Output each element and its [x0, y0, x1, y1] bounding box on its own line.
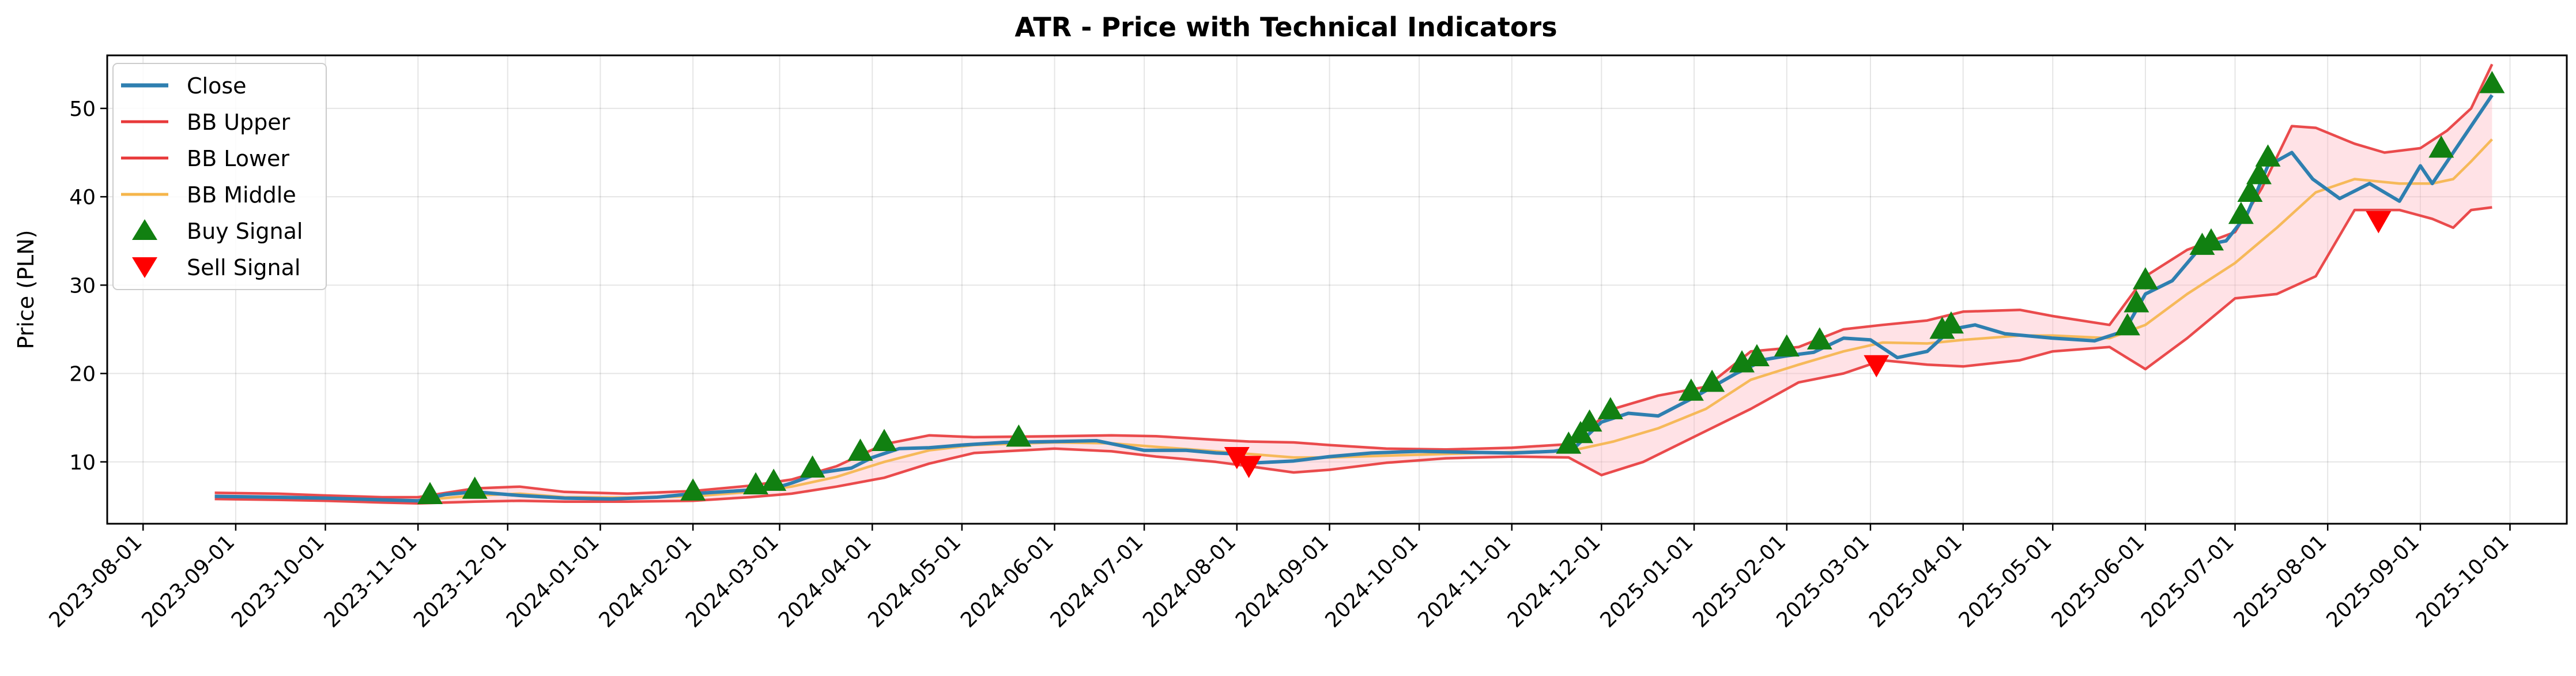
buy-signal-marker — [761, 468, 787, 491]
buy-signal-marker — [743, 472, 769, 495]
buy-signal-marker — [417, 482, 443, 504]
buy-signal-marker — [2198, 228, 2224, 251]
buy-signal-marker — [799, 455, 825, 478]
buy-signal-marker — [1576, 409, 1602, 432]
y-tick-label: 50 — [69, 97, 96, 121]
legend-label-bb-middle: BB Middle — [187, 182, 296, 208]
y-axis-label: Price (PLN) — [13, 230, 39, 350]
y-tick-label: 10 — [69, 451, 96, 475]
y-tick-label: 40 — [69, 186, 96, 209]
legend-label-sell-signal: Sell Signal — [187, 255, 300, 280]
buy-signal-marker — [1678, 378, 1704, 401]
buy-signal-marker — [1699, 369, 1725, 392]
buy-signal-marker — [2124, 290, 2149, 313]
sell-signal-marker — [2366, 211, 2392, 234]
buy-signal-marker — [2114, 313, 2140, 336]
buy-signal-marker — [2228, 201, 2254, 224]
buy-signal-marker — [847, 438, 873, 461]
buy-signal-marker — [2246, 162, 2272, 185]
legend: Close BB Upper BB Lower BB Middle Buy Si… — [112, 63, 327, 290]
buy-signal-marker — [872, 429, 897, 452]
buy-signal-marker — [2237, 179, 2263, 202]
buy-signal-marker — [1744, 344, 1770, 366]
series-line-layer — [214, 63, 2494, 505]
buy-signal-marker — [2479, 71, 2505, 93]
buy-signal-marker — [1806, 327, 1832, 350]
plot-frame — [106, 54, 2568, 525]
buy-signal-marker — [1006, 424, 1032, 447]
y-tick-label: 20 — [69, 363, 96, 386]
legend-label-bb-upper: BB Upper — [187, 110, 291, 135]
buy-signal-marker — [1729, 350, 1755, 373]
signal-marker-layer — [417, 71, 2505, 504]
buy-signal-marker — [2255, 144, 2281, 167]
legend-label-bb-lower: BB Lower — [187, 146, 289, 171]
sell-signal-marker — [1236, 456, 1262, 478]
buy-signal-marker — [1597, 397, 1623, 419]
buy-signal-marker — [1774, 334, 1800, 357]
sell-signal-marker — [1864, 355, 1889, 378]
buy-signal-marker — [1938, 311, 1964, 334]
buy-signal-marker — [462, 476, 488, 499]
legend-label-buy-signal: Buy Signal — [187, 219, 303, 244]
close-price-line — [214, 94, 2494, 503]
chart-title: ATR - Price with Technical Indicators — [1014, 12, 1557, 43]
legend-swatch-sell-signal — [132, 257, 157, 278]
buy-signal-marker — [680, 478, 706, 501]
legend-label-close: Close — [187, 73, 247, 99]
bb-lower-line — [214, 206, 2492, 505]
sell-signal-marker — [1224, 447, 1250, 470]
legend-swatch-buy-signal — [132, 219, 157, 240]
buy-signal-marker — [2132, 267, 2158, 290]
buy-signal-marker — [1568, 420, 1594, 444]
y-tick-label: 30 — [69, 274, 96, 298]
legend-box — [112, 63, 327, 290]
buy-signal-marker — [2428, 135, 2454, 158]
